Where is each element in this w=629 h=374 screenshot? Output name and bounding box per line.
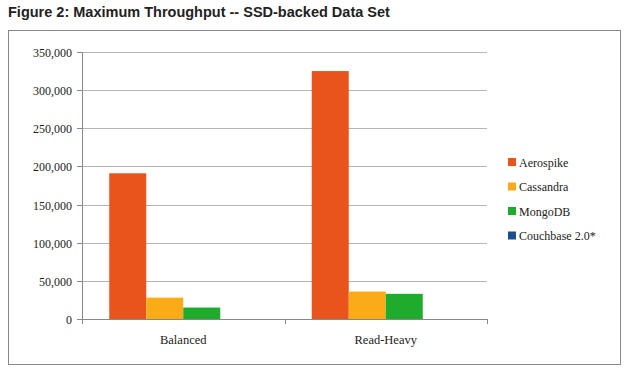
legend: Aerospike Cassandra MongoDB Couchbase 2.0* (508, 156, 596, 244)
y-axis (82, 52, 83, 319)
x-axis (82, 319, 487, 320)
bar (146, 298, 183, 319)
bar (349, 292, 386, 319)
grid-line (82, 52, 487, 53)
y-tick (77, 90, 82, 91)
y-tick (77, 243, 82, 244)
y-tick (77, 166, 82, 167)
legend-label: Aerospike (519, 156, 568, 170)
legend-swatch (508, 232, 516, 240)
y-tick (77, 205, 82, 206)
grid-line (82, 166, 487, 167)
x-tick-label: Balanced (160, 333, 207, 347)
grid-line (82, 319, 487, 320)
grid-line (82, 90, 487, 91)
chart-frame (9, 31, 621, 365)
legend-label: MongoDB (519, 205, 570, 219)
y-tick-label: 300,000 (33, 84, 72, 98)
y-tick-label: 0 (66, 313, 72, 327)
grid-line (82, 128, 487, 129)
legend-swatch (508, 158, 516, 166)
legend-swatch (508, 207, 516, 215)
y-tick (77, 281, 82, 282)
y-tick-label: 350,000 (33, 46, 72, 60)
legend-label: Cassandra (519, 180, 569, 194)
bar (109, 173, 146, 319)
x-tick (285, 319, 286, 324)
bar (183, 308, 220, 319)
bar (312, 71, 349, 319)
x-tick-label: Read-Heavy (355, 333, 418, 347)
legend-label: Couchbase 2.0* (519, 229, 596, 243)
legend-swatch (508, 183, 516, 191)
chart-root: Figure 2: Maximum Throughput -- SSD-back… (0, 0, 629, 374)
bars (109, 71, 423, 319)
y-tick-label: 150,000 (33, 199, 72, 213)
x-tick (82, 319, 83, 324)
y-tick (77, 128, 82, 129)
y-tick-label: 100,000 (33, 237, 72, 251)
y-tick-label: 200,000 (33, 160, 72, 174)
x-tick (487, 319, 488, 324)
title: Figure 2: Maximum Throughput -- SSD-back… (8, 4, 390, 20)
y-grid: 0 50,000 100,000 150,000 200,000 250,000 300,0… (33, 46, 487, 327)
y-tick (77, 52, 82, 53)
y-tick (77, 319, 82, 320)
y-tick-label: 250,000 (33, 122, 72, 136)
chart: Figure 2: Maximum Throughput -- SSD-back… (0, 0, 629, 374)
bar (386, 294, 423, 319)
y-tick-label: 50,000 (39, 275, 72, 289)
